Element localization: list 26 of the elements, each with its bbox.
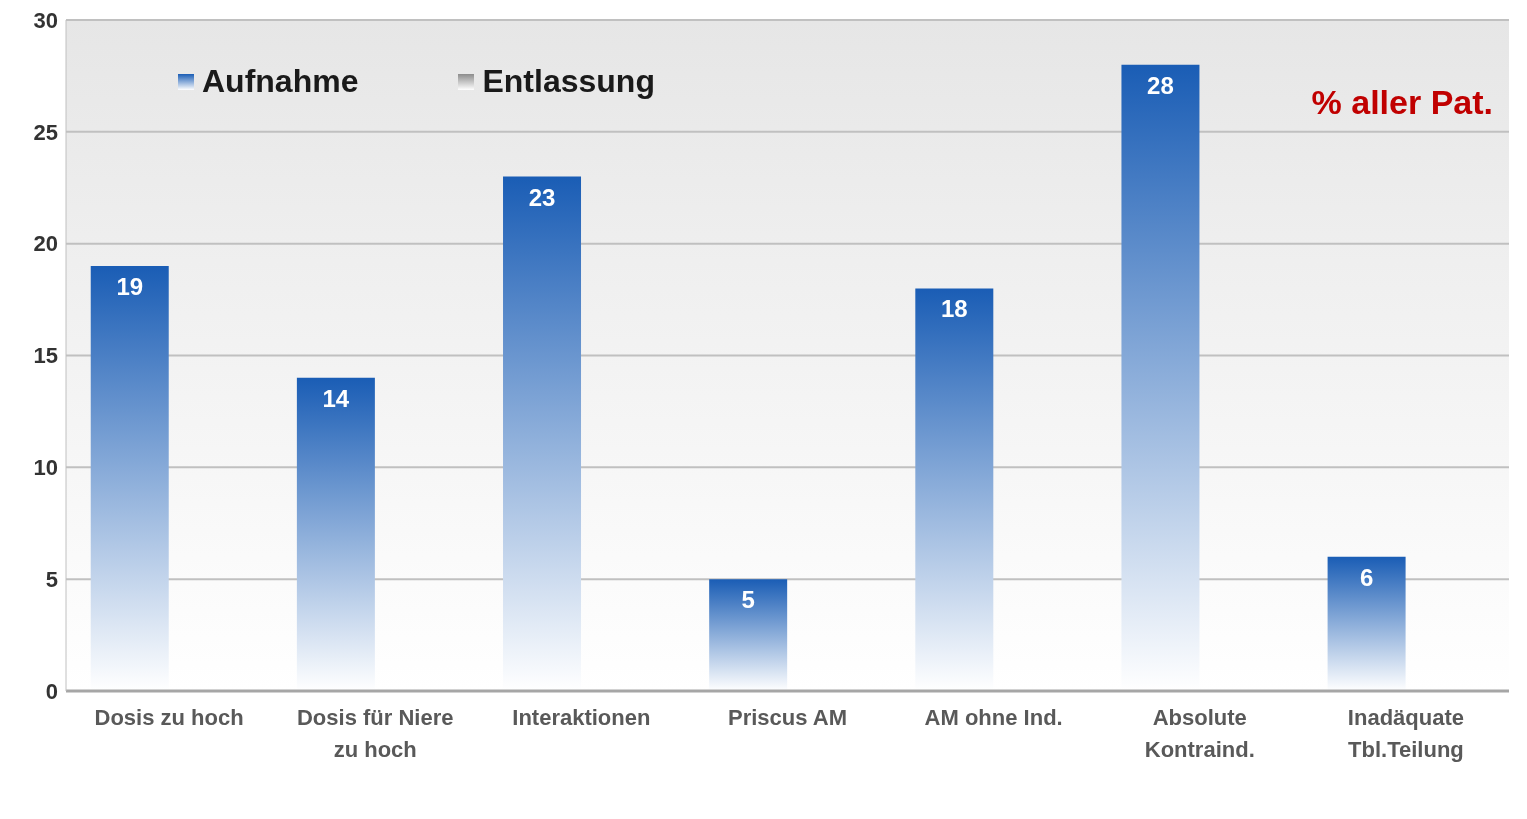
y-tick-label: 15 (33, 343, 58, 369)
x-tick-label: Priscus AM (727, 705, 848, 730)
data-label: 28 (1147, 71, 1174, 99)
x-tick-label: AM ohne Ind. (924, 705, 1063, 730)
x-tick-label: Inadäquate Tbl.Teilung (1347, 705, 1464, 762)
data-label: 6 (1359, 563, 1374, 591)
data-label: 19 (116, 273, 144, 301)
legend-label: Entlassung (482, 63, 655, 100)
data-label: 14 (322, 384, 350, 412)
bar (1327, 556, 1406, 691)
x-tick-label: Dosis zu hoch (94, 705, 244, 730)
y-tick-label: 30 (33, 7, 58, 33)
legend-label: Aufnahme (202, 63, 359, 100)
y-tick-label: 25 (33, 119, 58, 145)
annotation: % aller Pat. (1311, 83, 1493, 122)
data-label: 23 (528, 183, 556, 211)
data-label: 18 (940, 295, 968, 323)
y-tick-label: 5 (45, 566, 58, 592)
y-tick-label: 0 (45, 678, 58, 704)
x-tick-label: Dosis für Niere zu hoch (296, 705, 454, 762)
y-tick-label: 20 (33, 231, 58, 257)
x-tick-label: Absolute Kontraind. (1144, 705, 1255, 762)
bar (709, 579, 788, 691)
x-tick-label: Interaktionen (512, 705, 651, 730)
y-tick-label: 10 (33, 455, 58, 481)
data-label: 5 (741, 586, 755, 614)
